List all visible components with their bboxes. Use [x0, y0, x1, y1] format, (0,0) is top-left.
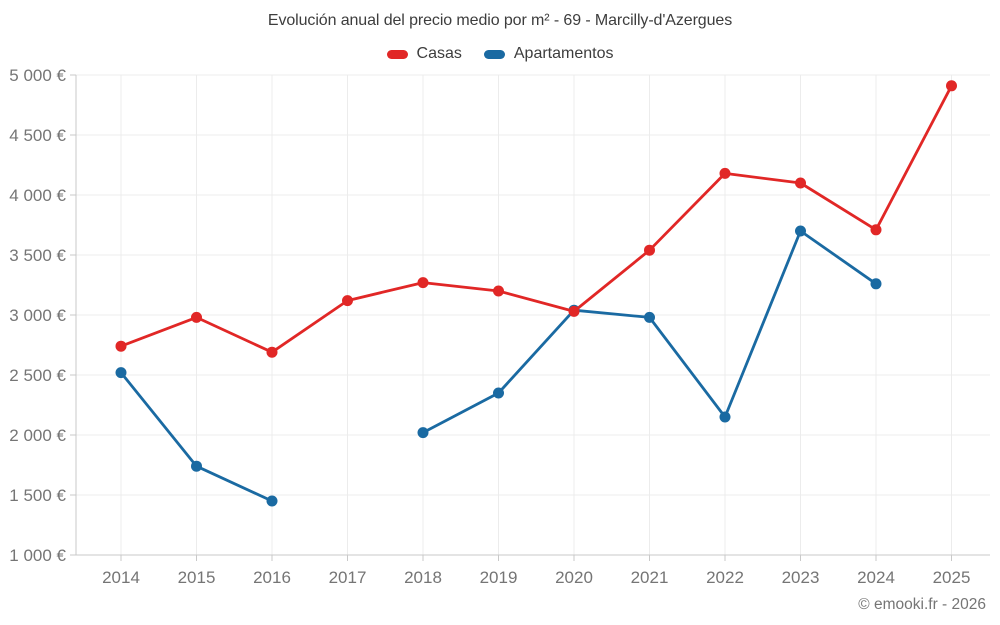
data-point-apartamentos-2018[interactable] — [417, 427, 429, 439]
data-point-apartamentos-2023[interactable] — [795, 225, 806, 237]
y-tick-label: 1 000 € — [9, 546, 66, 565]
x-tick-label: 2016 — [253, 568, 291, 587]
x-tick-label: 2025 — [933, 568, 971, 587]
data-point-apartamentos-2024[interactable] — [870, 278, 882, 290]
data-point-apartamentos-2014[interactable] — [115, 367, 127, 379]
data-point-apartamentos-2021[interactable] — [644, 311, 655, 323]
copyright-notice: © emooki.fr - 2026 — [858, 596, 986, 613]
data-point-apartamentos-2019[interactable] — [493, 387, 504, 399]
y-tick-label: 1 500 € — [9, 486, 66, 505]
chart-title: Evolución anual del precio medio por m² … — [267, 12, 733, 29]
data-point-casas-2016[interactable] — [266, 346, 278, 358]
data-point-casas-2025[interactable] — [946, 80, 957, 92]
data-point-apartamentos-2022[interactable] — [719, 411, 731, 423]
x-tick-label: 2022 — [706, 568, 744, 587]
chart-legend: Casas Apartamentos — [0, 45, 1000, 63]
data-point-apartamentos-2016[interactable] — [266, 495, 278, 507]
y-tick-label: 3 000 € — [9, 306, 66, 325]
y-tick-label: 5 000 € — [9, 66, 66, 85]
data-point-casas-2019[interactable] — [493, 285, 504, 297]
legend-marker-apartamentos — [483, 49, 505, 59]
data-point-casas-2023[interactable] — [795, 177, 806, 189]
data-point-casas-2022[interactable] — [719, 167, 731, 179]
y-tick-label: 2 000 € — [9, 426, 66, 445]
data-point-casas-2020[interactable] — [568, 305, 580, 317]
data-point-casas-2017[interactable] — [342, 295, 353, 307]
legend-item-apartamentos[interactable]: Apartamentos — [483, 45, 614, 63]
y-tick-label: 4 500 € — [9, 126, 66, 145]
data-point-casas-2024[interactable] — [870, 224, 882, 236]
x-tick-label: 2020 — [555, 568, 593, 587]
legend-label-casas: Casas — [416, 45, 462, 62]
y-tick-label: 3 500 € — [9, 246, 66, 265]
data-point-casas-2015[interactable] — [191, 311, 202, 323]
series-line-casas — [120, 85, 953, 354]
x-tick-label: 2014 — [102, 568, 140, 587]
data-point-casas-2021[interactable] — [644, 244, 655, 256]
x-tick-label: 2019 — [480, 568, 518, 587]
x-tick-label: 2023 — [782, 568, 820, 587]
legend-label-apartamentos: Apartamentos — [513, 45, 614, 62]
legend-marker-casas — [386, 49, 408, 59]
x-tick-label: 2017 — [329, 568, 367, 587]
data-point-casas-2014[interactable] — [115, 340, 127, 352]
data-point-casas-2018[interactable] — [417, 277, 429, 289]
x-tick-label: 2018 — [404, 568, 442, 587]
legend-item-casas[interactable]: Casas — [386, 45, 462, 63]
x-tick-label: 2021 — [631, 568, 669, 587]
y-tick-label: 4 000 € — [9, 186, 66, 205]
data-point-apartamentos-2015[interactable] — [191, 460, 202, 472]
y-tick-label: 2 500 € — [9, 366, 66, 385]
x-tick-label: 2015 — [178, 568, 216, 587]
x-tick-label: 2024 — [857, 568, 895, 587]
